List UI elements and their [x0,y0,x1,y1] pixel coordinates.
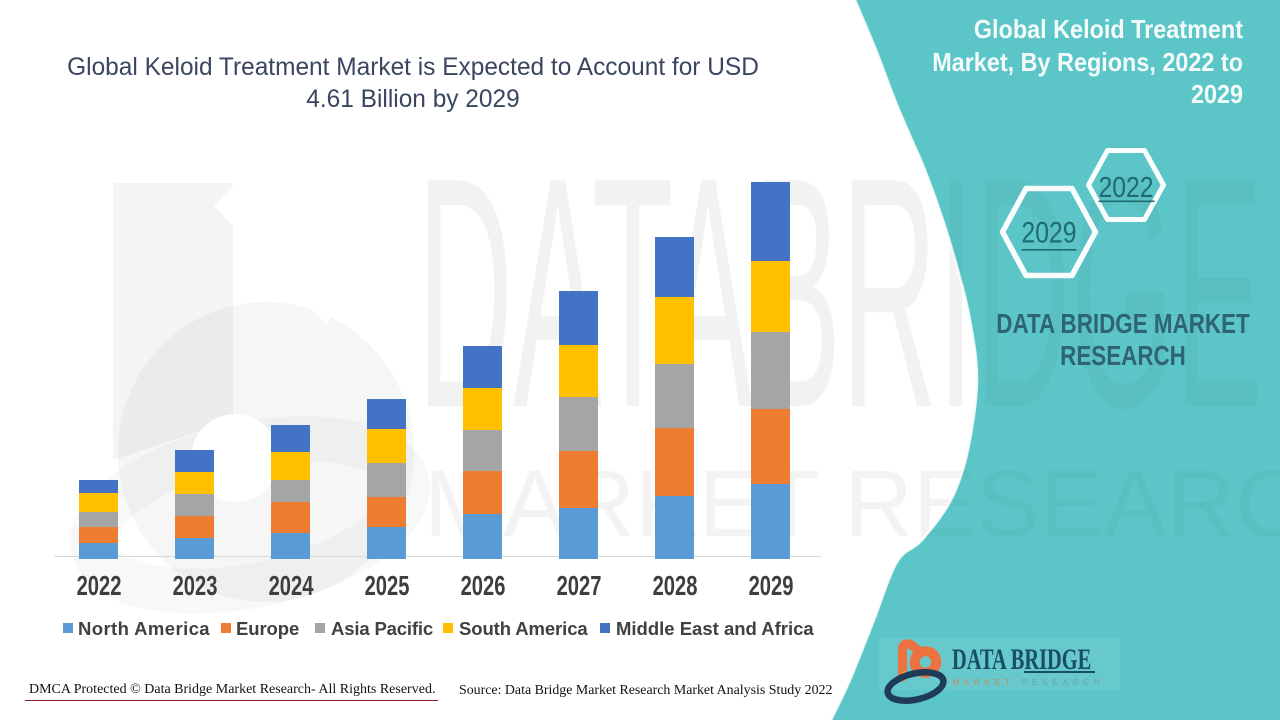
svg-text:2022: 2022 [1099,172,1154,204]
svg-text:2029: 2029 [1022,217,1077,250]
